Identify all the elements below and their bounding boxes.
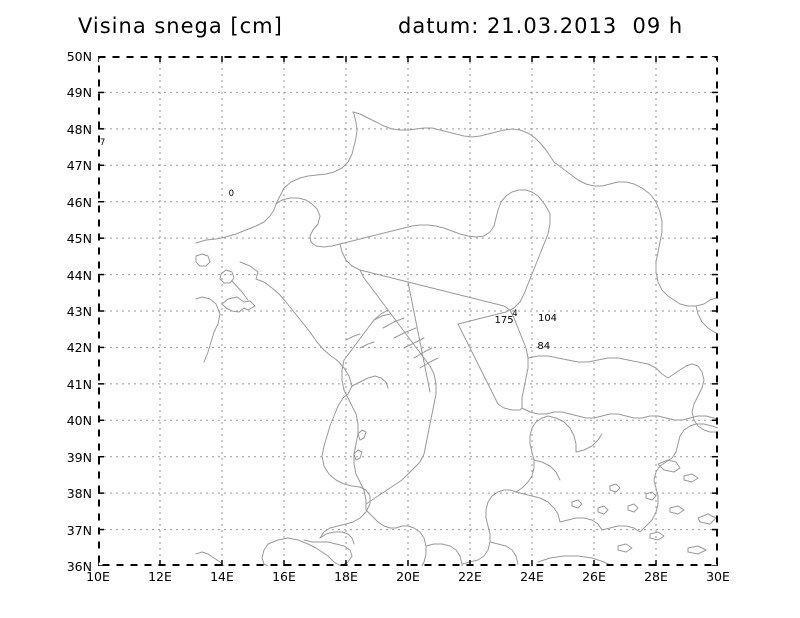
map-canvas xyxy=(98,56,718,566)
lat-tick-label: 46N xyxy=(66,194,92,210)
lon-tick-label: 22E xyxy=(458,569,482,584)
chart-title-row: Visina snega [cm] datum: 21.03.2013 09 h xyxy=(0,14,800,44)
lat-tick-label: 43N xyxy=(66,304,92,319)
longitude-axis: 10E 12E 14E 16E 18E 20E 22E 24E 26E 28E 30E xyxy=(86,569,730,589)
lat-tick-label: 50N xyxy=(66,49,92,64)
station-value-label: 84 xyxy=(537,341,551,353)
station-value-label: 0 xyxy=(228,188,235,199)
lat-tick-label: 41N xyxy=(66,376,92,392)
lat-tick-label: 44N xyxy=(66,267,92,283)
lat-tick-label: 42N xyxy=(66,340,92,356)
coastline-and-borders xyxy=(195,111,718,566)
lat-tick-label: 48N xyxy=(66,121,92,137)
lon-tick-label: 20E xyxy=(396,569,420,584)
tick-marks xyxy=(98,56,718,566)
station-value-label: 104 xyxy=(537,313,558,324)
lon-tick-label: 24E xyxy=(520,569,544,584)
lat-tick-label: 37N xyxy=(66,522,92,538)
lon-tick-label: 16E xyxy=(272,569,296,584)
lat-tick-label: 49N xyxy=(66,85,92,101)
lat-tick-label: 40N xyxy=(66,413,92,429)
station-value-label: 175 xyxy=(494,315,514,327)
lat-tick-label: 38N xyxy=(66,486,92,502)
lat-tick-label: 39N xyxy=(66,449,92,465)
lon-tick-label: 26E xyxy=(582,569,606,584)
lat-tick-label: 36N xyxy=(66,559,92,574)
station-value-label: 4 xyxy=(512,308,518,319)
gridlines xyxy=(98,56,718,566)
lon-tick-label: 30E xyxy=(706,569,730,584)
lon-tick-label: 28E xyxy=(644,569,668,584)
lon-tick-label: 18E xyxy=(334,569,358,584)
latitude-axis: 36N 37N 38N 39N 40N 41N 42N 43N 44N 45N 46N 47N 48N 4… xyxy=(48,49,92,574)
lon-tick-label: 10E xyxy=(86,569,110,584)
lon-tick-label: 14E xyxy=(210,569,234,584)
lon-tick-label: 12E xyxy=(148,569,172,584)
lat-tick-label: 47N xyxy=(66,158,92,174)
map-plot-area: 7 0 175 4 104 84 xyxy=(98,56,718,566)
station-value-label: 7 xyxy=(99,138,106,149)
lat-tick-label: 45N xyxy=(66,231,92,247)
page-title: Visina snega [cm] xyxy=(78,14,283,38)
chart-date-label: datum: 21.03.2013 09 h xyxy=(398,14,684,38)
